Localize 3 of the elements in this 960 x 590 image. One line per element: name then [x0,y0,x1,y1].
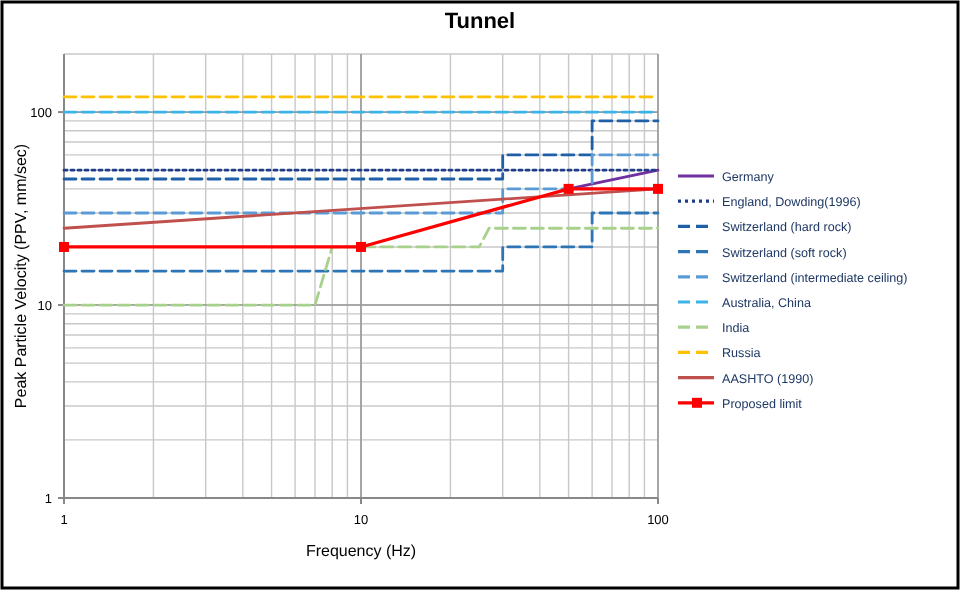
chart-title: Tunnel [444,10,516,34]
y-axis-title: Peak Particle Velocity (PPV, mm/sec) [12,143,30,409]
x-axis-title: Frequency (Hz) [305,542,417,560]
